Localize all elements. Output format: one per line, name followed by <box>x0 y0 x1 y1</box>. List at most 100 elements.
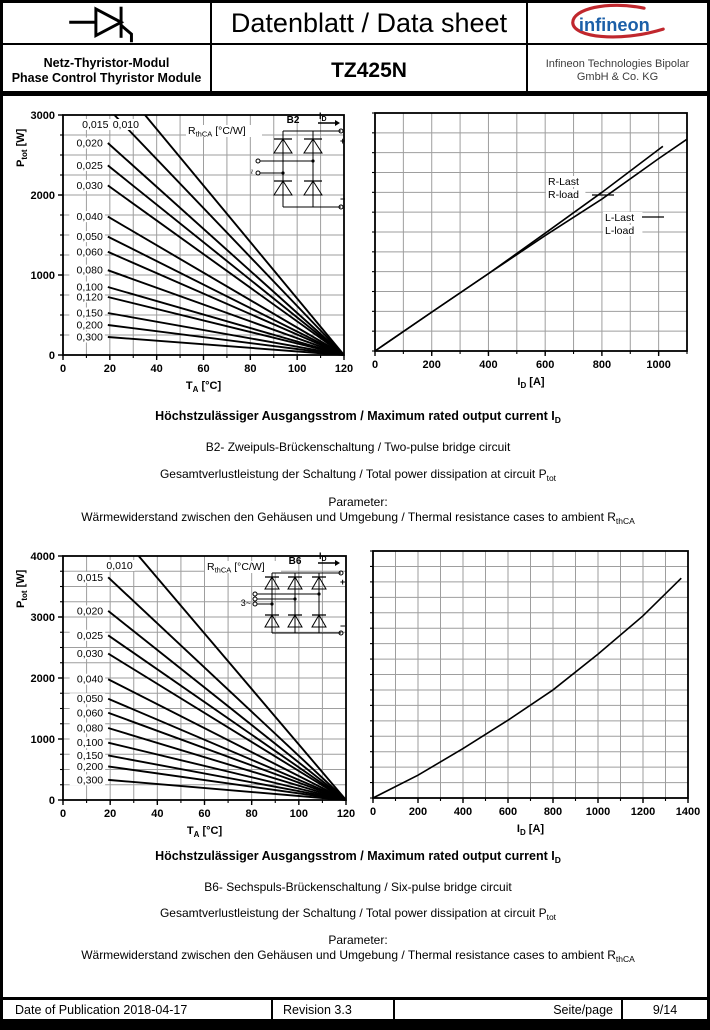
svg-text:2000: 2000 <box>31 190 55 202</box>
svg-text:0: 0 <box>60 808 66 820</box>
svg-text:1200: 1200 <box>631 806 655 818</box>
svg-text:0,300: 0,300 <box>77 332 103 344</box>
svg-text:R-load: R-load <box>548 189 579 201</box>
header: Datenblatt / Data sheet infineon Netz-Th… <box>3 3 707 96</box>
svg-text:0,050: 0,050 <box>77 231 103 243</box>
svg-text:0: 0 <box>49 350 55 362</box>
svg-text:60: 60 <box>198 808 210 820</box>
svg-text:ID: ID <box>319 551 327 563</box>
infineon-wordmark: infineon <box>578 14 649 35</box>
b6-circuit-line: B6- Sechspuls-Brückenschaltung / Six-pul… <box>204 880 512 894</box>
svg-text:800: 800 <box>544 806 562 818</box>
svg-text:~: ~ <box>247 169 257 174</box>
svg-text:1000: 1000 <box>31 270 55 282</box>
svg-text:80: 80 <box>246 808 258 820</box>
b2-circuit-line: B2- Zweipuls-Brückenschaltung / Two-puls… <box>205 440 511 454</box>
svg-text:3~: 3~ <box>241 598 251 608</box>
chart-b2-derating: 0 20 40 60 80 100 120 0 1000 2000 3000 0,010 0,015 0,… <box>15 110 353 394</box>
thyristor-symbol-logo <box>68 6 133 43</box>
svg-text:0: 0 <box>370 806 376 818</box>
svg-text:0: 0 <box>372 359 378 371</box>
b2-heading: Höchstzulässiger Ausgangsstrom / Maximum… <box>155 409 561 425</box>
svg-text:0,150: 0,150 <box>77 750 103 762</box>
bottom-bar <box>3 1019 707 1027</box>
svg-text:0,300: 0,300 <box>77 774 103 786</box>
svg-text:800: 800 <box>593 359 611 371</box>
company-line1: Infineon Technologies Bipolar <box>545 57 690 70</box>
module-name-cell: Netz-Thyristor-Modul Phase Control Thyri… <box>3 45 212 96</box>
svg-text:40: 40 <box>151 363 163 375</box>
svg-text:0,100: 0,100 <box>77 737 103 749</box>
header-brand-cell: infineon <box>528 3 707 45</box>
svg-text:20: 20 <box>104 808 116 820</box>
header-logo-cell <box>3 3 212 45</box>
svg-text:R-Last: R-Last <box>548 176 579 188</box>
part-number-cell: TZ425N <box>212 45 528 96</box>
b2-parameter-label: Parameter: <box>328 495 388 509</box>
svg-text:0,080: 0,080 <box>77 265 103 277</box>
svg-text:ID: ID <box>319 111 327 123</box>
svg-text:100: 100 <box>290 808 308 820</box>
b6-parameter-label: Parameter: <box>328 933 388 947</box>
infineon-logo: infineon <box>570 3 665 39</box>
svg-text:ID [A]: ID [A] <box>517 376 545 390</box>
svg-text:1000: 1000 <box>31 734 55 746</box>
page-number: 9/14 <box>652 1002 678 1017</box>
module-name-en: Phase Control Thyristor Module <box>11 70 202 85</box>
part-number: TZ425N <box>331 58 407 82</box>
svg-text:RthCA [°C/W]: RthCA [°C/W] <box>207 561 265 575</box>
svg-text:0,025: 0,025 <box>77 160 103 172</box>
b6-thermal-line: Wärmewiderstand zwischen den Gehäusen un… <box>81 948 635 964</box>
svg-text:3000: 3000 <box>31 110 55 122</box>
svg-text:0,010: 0,010 <box>106 560 132 572</box>
company-cell: Infineon Technologies Bipolar GmbH & Co.… <box>528 45 707 96</box>
svg-text:2000: 2000 <box>31 673 55 685</box>
b2-dissipation-line: Gesamtverlustleistung der Schaltung / To… <box>159 467 557 483</box>
page-label: Seite/page <box>395 1000 623 1019</box>
svg-text:0: 0 <box>60 363 66 375</box>
svg-text:0,040: 0,040 <box>77 674 103 686</box>
svg-text:0,200: 0,200 <box>77 320 103 332</box>
svg-text:0,050: 0,050 <box>77 693 103 705</box>
svg-text:0,200: 0,200 <box>77 761 103 773</box>
svg-text:Ptot [W]: Ptot [W] <box>15 128 29 167</box>
svg-text:120: 120 <box>337 808 355 820</box>
svg-text:60: 60 <box>197 363 209 375</box>
svg-text:RthCA [°C/W]: RthCA [°C/W] <box>188 125 246 139</box>
svg-text:0,150: 0,150 <box>77 308 103 320</box>
svg-text:1000: 1000 <box>586 806 610 818</box>
revision: Revision 3.3 <box>273 1000 395 1019</box>
svg-text:TA [°C]: TA [°C] <box>187 825 223 839</box>
svg-text:0,060: 0,060 <box>77 246 103 258</box>
svg-text:L-load: L-load <box>605 225 634 237</box>
company-line2: GmbH & Co. KG <box>576 70 659 83</box>
svg-text:80: 80 <box>244 363 256 375</box>
svg-text:40: 40 <box>151 808 163 820</box>
b2-thermal-line: Wärmewiderstand zwischen den Gehäusen un… <box>81 510 635 526</box>
footer: Date of Publication 2018-04-17 Revision … <box>3 997 707 1019</box>
svg-text:0,030: 0,030 <box>77 180 103 192</box>
svg-text:100: 100 <box>288 363 306 375</box>
svg-text:0,030: 0,030 <box>77 648 103 660</box>
svg-text:0,080: 0,080 <box>77 723 103 735</box>
svg-text:3000: 3000 <box>31 612 55 624</box>
svg-text:−: − <box>340 621 345 631</box>
svg-text:400: 400 <box>454 806 472 818</box>
svg-text:200: 200 <box>409 806 427 818</box>
svg-text:0,020: 0,020 <box>77 138 103 150</box>
publication-date: Date of Publication 2018-04-17 <box>3 1000 273 1019</box>
header-title-cell: Datenblatt / Data sheet <box>212 3 528 45</box>
svg-text:Ptot [W]: Ptot [W] <box>15 569 29 608</box>
chart-b6-output: 0 200 400 600 800 1000 1200 1400 ID [A] <box>370 550 700 837</box>
svg-text:0,120: 0,120 <box>77 292 103 304</box>
svg-text:4000: 4000 <box>31 551 55 563</box>
svg-text:200: 200 <box>423 359 441 371</box>
svg-text:ID [A]: ID [A] <box>517 823 545 837</box>
infineon-swoosh <box>570 3 665 39</box>
svg-text:20: 20 <box>104 363 116 375</box>
svg-text:0,040: 0,040 <box>77 211 103 223</box>
svg-text:0,010: 0,010 <box>113 119 139 131</box>
b6-heading: Höchstzulässiger Ausgangsstrom / Maximum… <box>155 849 561 865</box>
